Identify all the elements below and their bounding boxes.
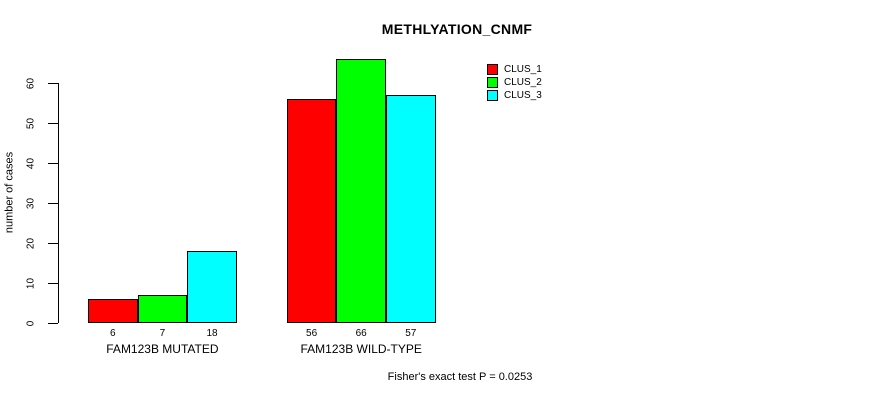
bar-value-label: 6 — [110, 328, 116, 339]
bar-value-label: 57 — [405, 328, 417, 339]
y-tick-label: 40 — [25, 157, 37, 169]
bar-clus_3-1 — [187, 251, 237, 323]
legend-label: CLUS_2 — [504, 77, 542, 88]
y-tick-label: 60 — [25, 77, 37, 89]
legend-label: CLUS_3 — [504, 90, 542, 101]
y-tick — [48, 162, 58, 164]
legend-row: CLUS_2 — [487, 76, 542, 89]
y-tick-label: 20 — [25, 237, 37, 249]
bar-clus_3-2 — [386, 95, 436, 323]
annotation-fisher-test: Fisher's exact test P = 0.0253 — [387, 371, 533, 383]
y-tick — [48, 322, 58, 324]
bar-value-label: 7 — [159, 328, 166, 339]
legend-row: CLUS_1 — [487, 63, 542, 76]
bar-value-label: 56 — [306, 328, 318, 339]
legend-label: CLUS_1 — [504, 64, 542, 75]
chart-title: METHLYATION_CNMF — [381, 21, 533, 37]
y-tick-label: 10 — [25, 277, 37, 289]
y-tick — [48, 82, 58, 84]
y-tick — [48, 122, 58, 124]
legend-swatch-clus_1 — [487, 64, 498, 75]
y-tick — [48, 202, 58, 204]
y-tick-label: 50 — [25, 117, 37, 129]
y-tick — [48, 282, 58, 284]
y-axis-title: number of cases — [3, 151, 16, 234]
y-axis-line — [58, 83, 59, 323]
y-tick-label: 0 — [25, 320, 37, 326]
y-tick-label: 30 — [25, 197, 37, 209]
group-label: FAM123B WILD-TYPE — [300, 342, 422, 356]
group-label: FAM123B MUTATED — [106, 342, 219, 356]
legend-swatch-clus_3 — [487, 90, 498, 101]
y-tick — [48, 242, 58, 244]
legend-row: CLUS_3 — [487, 89, 542, 102]
bar-value-label: 18 — [206, 328, 218, 339]
bar-value-label: 66 — [355, 328, 367, 339]
bar-clus_2-1 — [137, 295, 188, 323]
bar-clus_1-2 — [286, 99, 337, 323]
bar-clus_2-2 — [336, 59, 386, 323]
legend: CLUS_1 CLUS_2 CLUS_3 — [487, 63, 542, 102]
bar-clus_1-1 — [88, 299, 138, 323]
legend-swatch-clus_2 — [487, 77, 498, 88]
